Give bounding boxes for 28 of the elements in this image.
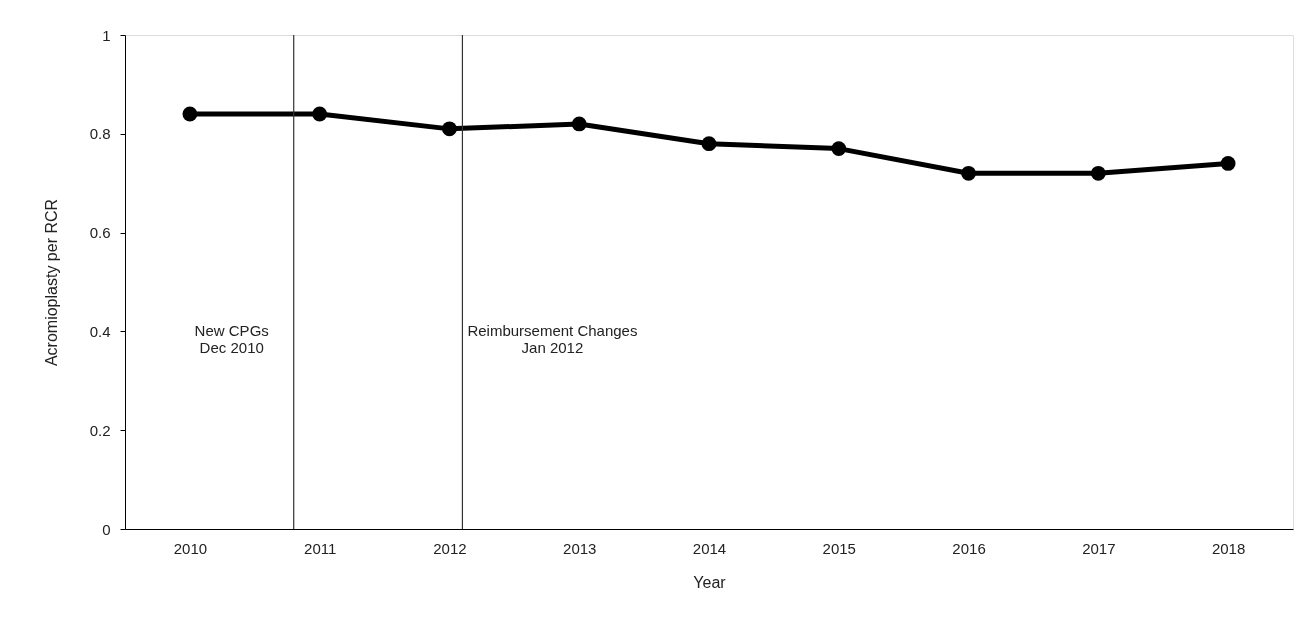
point	[961, 165, 976, 181]
point	[571, 116, 587, 132]
point	[312, 106, 328, 122]
x-tick-label: 2016	[952, 539, 986, 557]
x-tick-label: 2014	[692, 539, 727, 557]
y-tick-label: 0.4	[89, 322, 111, 340]
y-axis-title: Acromioplasty per RCR	[42, 198, 60, 367]
x-tick-label: 2012	[433, 539, 467, 557]
x-tick-label: 2010	[173, 539, 208, 557]
point	[1090, 165, 1106, 181]
point	[182, 106, 198, 122]
y-tick-label: 1	[102, 26, 111, 44]
ref-line-label: Reimbursement Changes Jan 2012	[467, 322, 638, 357]
point	[442, 121, 457, 137]
ref-line-label: New CPGs Dec 2010	[194, 322, 269, 357]
y-tick-label: 0.8	[89, 125, 111, 143]
x-tick-label: 2017	[1082, 539, 1116, 557]
y-tick-label: 0	[102, 520, 111, 538]
x-tick-label: 2011	[304, 539, 337, 557]
y-tick-label: 0.2	[89, 421, 111, 439]
point	[701, 136, 717, 152]
x-axis-title: Year	[693, 573, 727, 591]
y-tick-label: 0.6	[89, 224, 111, 242]
x-tick-label: 2018	[1211, 539, 1246, 557]
point	[1220, 156, 1236, 171]
x-tick-label: 2013	[563, 539, 597, 557]
point	[831, 141, 847, 157]
x-tick-label: 2015	[822, 539, 856, 557]
